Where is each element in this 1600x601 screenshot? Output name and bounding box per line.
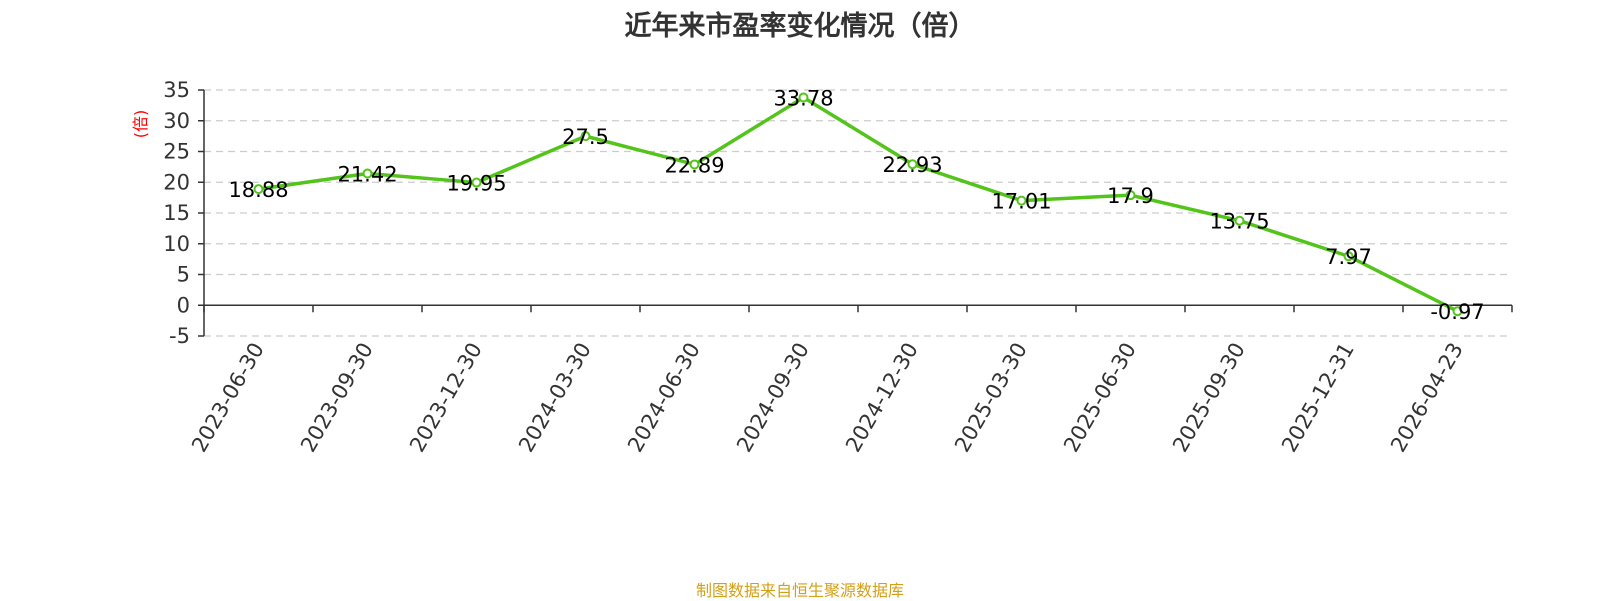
data-point — [1125, 190, 1136, 201]
x-tick-label: 2025-06-30 — [1059, 339, 1141, 457]
y-tick-label: -5 — [169, 324, 190, 348]
data-labels: 18.88 21.42 19.95 27.5 22.89 33.78 22.93 17.01 1… — [228, 87, 1484, 325]
source-footer: 制图数据来自恒生聚源数据库 — [695, 581, 904, 600]
x-axis-ticks: 2023-06-30 2023-09-30 2023-12-30 2024-03-30… — [187, 305, 1513, 457]
x-tick-label: 2024-06-30 — [623, 339, 705, 457]
data-label: 19.95 — [446, 172, 506, 196]
y-tick-label: 35 — [163, 78, 190, 102]
y-axis-label: (倍) — [131, 110, 150, 139]
x-tick-label: 2023-09-30 — [296, 339, 378, 457]
data-point — [1234, 215, 1245, 226]
y-tick-label: 20 — [163, 170, 190, 194]
data-point — [471, 177, 482, 188]
data-point — [580, 131, 591, 142]
data-label: 13.75 — [1209, 210, 1269, 234]
data-point — [1343, 251, 1354, 262]
data-label: -0.97 — [1430, 300, 1484, 324]
data-point — [907, 159, 918, 170]
data-label: 7.97 — [1325, 245, 1372, 269]
data-point — [798, 92, 809, 103]
data-point — [253, 184, 264, 195]
x-tick-label: 2024-12-30 — [841, 339, 923, 457]
data-label: 27.5 — [562, 125, 609, 149]
data-point — [1452, 306, 1463, 317]
data-label: 18.88 — [228, 178, 288, 202]
x-tick-label: 2023-12-30 — [405, 339, 487, 457]
x-tick-label: 2024-09-30 — [732, 339, 814, 457]
x-tick-label: 2024-03-30 — [514, 339, 596, 457]
y-tick-label: 25 — [163, 140, 190, 164]
x-tick-label: 2025-09-30 — [1168, 339, 1250, 457]
grid-lines — [204, 89, 1512, 337]
data-point — [689, 159, 700, 170]
data-point — [362, 168, 373, 179]
x-tick-label: 2026-04-23 — [1386, 339, 1468, 457]
series-layer — [253, 92, 1463, 317]
x-tick-label: 2025-03-30 — [950, 339, 1032, 457]
data-label: 17.01 — [991, 190, 1051, 214]
data-label: 22.93 — [882, 153, 942, 177]
y-tick-label: 10 — [163, 232, 190, 256]
chart-title: 近年来市盈率变化情况（倍） — [624, 11, 976, 42]
data-label: 17.9 — [1107, 184, 1154, 208]
data-point — [1016, 195, 1027, 206]
y-tick-label: 15 — [163, 201, 190, 225]
data-label: 22.89 — [664, 153, 724, 177]
y-tick-label: 0 — [177, 293, 190, 317]
y-tick-label: 30 — [163, 109, 190, 133]
data-label: 33.78 — [773, 87, 833, 111]
data-label: 21.42 — [337, 163, 397, 187]
y-tick-label: 5 — [177, 263, 190, 287]
x-tick-label: 2025-12-31 — [1277, 339, 1359, 457]
series-line — [258, 95, 1459, 313]
y-axis-ticks: -5 0 5 10 15 20 25 30 35 — [163, 78, 204, 348]
x-tick-label: 2023-06-30 — [187, 339, 269, 457]
